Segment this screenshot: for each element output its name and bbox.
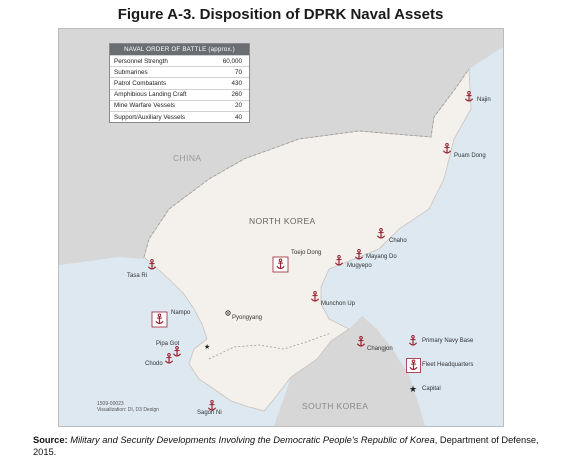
table-row: Patrol Combatants 430 bbox=[110, 77, 249, 88]
china-label: CHINA bbox=[173, 153, 202, 163]
dmz-line bbox=[208, 332, 332, 360]
place-pyongyang: Pyongyang bbox=[232, 315, 263, 321]
place-pipa-got: Pipa Got bbox=[156, 341, 180, 347]
place-najin: Najin bbox=[477, 97, 491, 103]
place-munchon-up: Munchon Up bbox=[321, 301, 356, 307]
place-sagon-ni: Sagon Ni bbox=[197, 410, 222, 416]
source-note: Source: Military and Security Developmen… bbox=[33, 435, 539, 457]
legend-fleet-hq: Fleet Headquarters bbox=[404, 357, 473, 373]
legend-capital: ★ Capital bbox=[404, 381, 441, 397]
star-icon: ★ bbox=[408, 383, 418, 394]
map-legend: Primary Navy Base Fleet Headquarters ★ C… bbox=[404, 329, 494, 419]
anchor-icon bbox=[408, 334, 418, 346]
table-row: Amphibious Landing Craft 260 bbox=[110, 88, 249, 100]
place-mayang-do: Mayang Do bbox=[366, 254, 397, 260]
pyongyang-capital-marker bbox=[225, 310, 231, 316]
place-mugyepo: Mugyepo bbox=[347, 263, 372, 269]
table-row: Submarines 70 bbox=[110, 66, 249, 77]
table-row: Mine Warfare Vessels 20 bbox=[110, 99, 249, 111]
order-of-battle-header: NAVAL ORDER OF BATTLE (approx.) bbox=[110, 44, 249, 55]
map: ★ NAVAL ORDER OF BATTLE (approx.) Person… bbox=[58, 28, 504, 427]
place-tasa-ri: Tasa Ri bbox=[127, 273, 148, 279]
table-row: Support/Auxiliary Vessels 40 bbox=[110, 110, 249, 122]
order-of-battle-table: NAVAL ORDER OF BATTLE (approx.) Personne… bbox=[109, 43, 250, 124]
place-toejo-dong: Toejo Dong bbox=[291, 250, 322, 256]
place-changjon: Changjon bbox=[367, 346, 393, 352]
china-border bbox=[143, 68, 470, 258]
north-korea-label: NORTH KOREA bbox=[249, 216, 316, 226]
legend-primary-base: Primary Navy Base bbox=[404, 333, 473, 349]
place-puam-dong: Puam Dong bbox=[454, 153, 486, 159]
map-credit: 1509-00023 Visualization: DI, D3 Design bbox=[97, 401, 159, 413]
figure-title: Figure A-3. Disposition of DPRK Naval As… bbox=[117, 6, 444, 23]
place-chodo: Chodo bbox=[145, 361, 163, 367]
south-korea-label: SOUTH KOREA bbox=[302, 401, 369, 411]
table-row: Personnel Strength 60,000 bbox=[110, 55, 249, 66]
capital-star-icon: ★ bbox=[204, 343, 210, 351]
south-korea-land bbox=[274, 316, 425, 426]
fleet-hq-icon bbox=[405, 357, 421, 373]
place-nampo: Nampo bbox=[171, 310, 191, 316]
place-chaho: Chaho bbox=[389, 238, 407, 244]
